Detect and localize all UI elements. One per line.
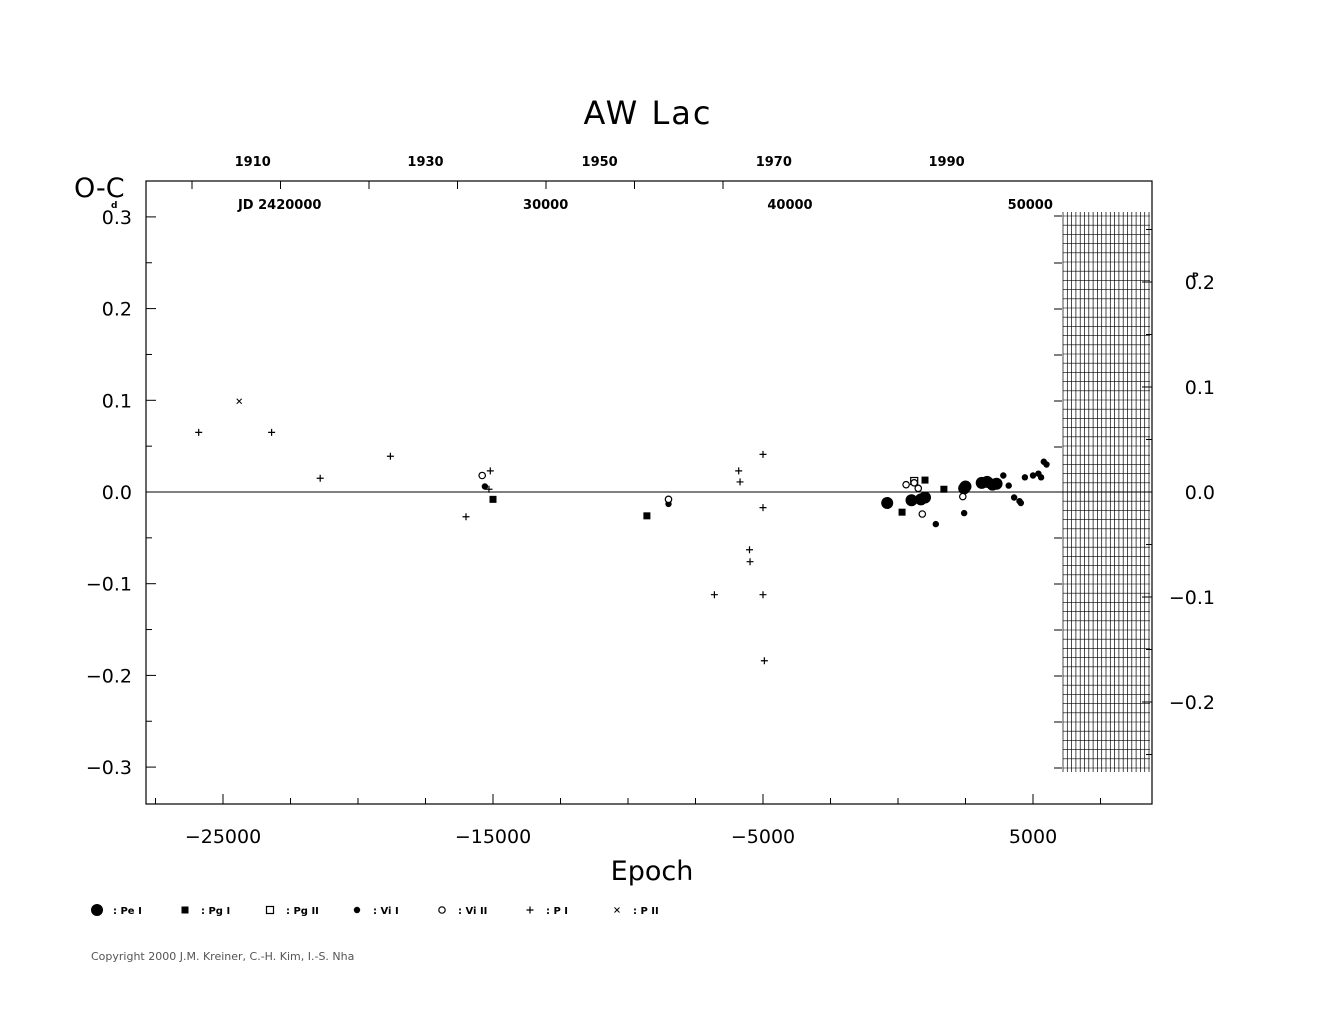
right-tick-label: −0.1 xyxy=(1169,587,1215,609)
data-point-VII xyxy=(932,520,939,528)
data-point-VII xyxy=(481,483,489,490)
axes: −25000 −15000 −5000 5000 0.3 0.2 0.1 0.0 −0.1 −0.… xyxy=(86,155,1215,848)
y-tick-label: 0.1 xyxy=(102,390,132,412)
data-point-VII xyxy=(1043,461,1050,468)
data-point-PgI xyxy=(643,512,651,520)
data-point-PI xyxy=(759,450,767,458)
data-point-VII xyxy=(1021,474,1029,481)
data-point-VII xyxy=(1017,499,1025,507)
chart-title: AW Lac xyxy=(584,94,713,132)
data-point-PI xyxy=(746,546,753,554)
y-axis-unit: d xyxy=(111,201,117,211)
right-tick-label: 0.2 xyxy=(1185,272,1215,294)
right-tick-label: 0.0 xyxy=(1185,482,1215,504)
x-tick-label: −25000 xyxy=(185,826,261,848)
top-jd-label: 50000 xyxy=(1008,198,1053,213)
legend-label: : Vi II xyxy=(458,906,487,917)
data-point-VII xyxy=(1000,472,1007,479)
legend-marker xyxy=(526,906,534,914)
copyright-notice: Copyright 2000 J.M. Kreiner, C.-H. Kim, … xyxy=(91,950,354,963)
data-point-PI xyxy=(462,513,470,521)
data-point-PI xyxy=(485,485,493,493)
legend-label: : Pe I xyxy=(113,906,142,917)
data-point-PI xyxy=(746,558,754,566)
legend-marker xyxy=(614,907,620,913)
data-point-PeI xyxy=(905,494,918,507)
legend: : Pe I : Pg I : Pg II : Vi I : Vi II : P I : P… xyxy=(91,904,659,917)
data-point-VIII xyxy=(478,471,487,480)
data-point-VIII xyxy=(664,495,673,504)
data-point-VIII xyxy=(902,480,910,489)
y-tick-label: −0.1 xyxy=(86,574,132,596)
top-jd-label: 40000 xyxy=(767,198,812,213)
x-tick-label: 5000 xyxy=(1009,826,1057,848)
data-point-PI xyxy=(735,467,743,475)
legend-marker xyxy=(91,904,103,916)
top-year-label: 1930 xyxy=(407,155,443,170)
data-point-PgI xyxy=(489,495,497,503)
top-year-label: 1910 xyxy=(235,155,271,170)
right-tick-label: −0.2 xyxy=(1169,692,1215,714)
data-point-PI xyxy=(386,452,394,460)
data-point-PI xyxy=(316,474,324,482)
hatched-region xyxy=(1054,212,1150,772)
legend-label: : Pg II xyxy=(286,906,319,917)
y-tick-label: −0.3 xyxy=(86,757,132,779)
data-point-VII xyxy=(1010,494,1018,501)
data-point-PI xyxy=(710,591,718,599)
data-point-PeI xyxy=(990,477,1003,490)
y-tick-label: 0.2 xyxy=(102,299,132,321)
data-point-PgI xyxy=(940,485,948,493)
data-point-PeI xyxy=(958,482,971,495)
top-jd-label: JD 2420000 xyxy=(237,198,321,213)
right-tick-label: 0.1 xyxy=(1185,377,1215,399)
data-point-PeI xyxy=(919,491,931,504)
legend-marker xyxy=(438,906,446,914)
data-point-PgI xyxy=(898,508,906,516)
x-tick-label: −15000 xyxy=(455,826,531,848)
legend-label: : Pg I xyxy=(201,906,230,917)
y-tick-label: 0.3 xyxy=(102,207,132,229)
x-tick-label: −5000 xyxy=(731,826,795,848)
legend-marker xyxy=(181,906,189,914)
top-year-label: 1990 xyxy=(929,155,965,170)
data-points xyxy=(195,398,1050,665)
data-point-PeI xyxy=(881,497,894,510)
data-point-PI xyxy=(736,478,744,486)
top-year-label: 1970 xyxy=(756,155,792,170)
legend-marker xyxy=(353,906,361,914)
data-point-VIII xyxy=(918,510,927,518)
y-axis-label: O-C xyxy=(74,173,125,204)
legend-marker xyxy=(265,905,275,915)
y-tick-label: 0.0 xyxy=(102,482,132,504)
x-axis-label: Epoch xyxy=(611,856,694,887)
legend-label: : P I xyxy=(546,906,568,917)
top-year-label: 1950 xyxy=(582,155,618,170)
data-point-PII xyxy=(236,398,243,405)
data-point-VII xyxy=(1037,474,1045,481)
data-point-VII xyxy=(1029,472,1037,479)
data-point-PgI xyxy=(921,476,929,484)
data-point-VIII xyxy=(914,484,923,493)
data-point-VII xyxy=(960,509,968,517)
data-point-PI xyxy=(268,428,276,436)
data-point-VIII xyxy=(958,492,967,501)
data-point-PI xyxy=(486,467,494,475)
data-point-PI xyxy=(195,428,203,436)
data-point-PI xyxy=(760,657,768,665)
data-point-PI xyxy=(759,591,767,599)
data-point-VIII xyxy=(910,479,919,487)
y-tick-label: −0.2 xyxy=(86,665,132,687)
data-point-PI xyxy=(759,504,767,512)
top-jd-label: 30000 xyxy=(523,198,568,213)
right-axis-unit: P xyxy=(1192,272,1199,282)
legend-label: : Vi I xyxy=(373,906,399,917)
data-point-VII xyxy=(1005,482,1012,489)
legend-label: : P II xyxy=(633,906,659,917)
